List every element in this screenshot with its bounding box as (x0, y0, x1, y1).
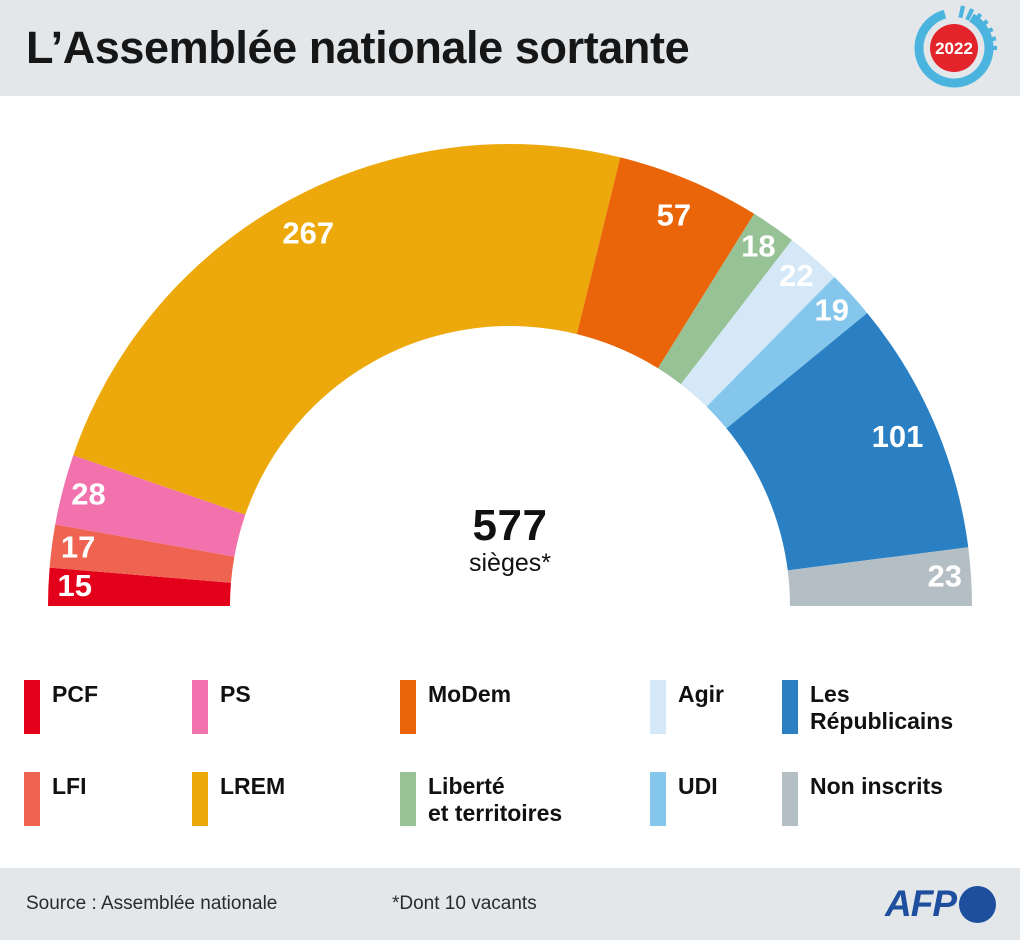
hemicycle-slice[interactable] (726, 312, 969, 571)
legend-swatch (192, 680, 208, 734)
hemicycle-slice[interactable] (49, 524, 235, 583)
legend-swatch (24, 772, 40, 826)
afp-wordmark: AFP (885, 883, 957, 924)
footer-bar: Source : Assemblée nationale *Dont 10 va… (0, 868, 1020, 940)
legend-label: MoDem (428, 681, 512, 707)
hemicycle-slice[interactable] (55, 455, 246, 557)
legend-item[interactable]: MoDem (400, 680, 511, 734)
legend-item[interactable]: Les Républicains (782, 680, 953, 735)
hemicycle-slice-value: 19 (815, 293, 849, 328)
legend-label: LREM (220, 773, 286, 799)
hemicycle-slice[interactable] (657, 213, 793, 385)
hemicycle-slice-value: 17 (61, 530, 95, 565)
hemicycle-slice[interactable] (576, 157, 755, 369)
legend-label: Non inscrits (810, 773, 943, 799)
hemicycle-slice-value: 23 (927, 558, 961, 593)
hemicycle-slice-value: 22 (779, 258, 813, 293)
hemicycle-slice[interactable] (680, 240, 835, 407)
badge-year-label: 2022 (935, 39, 973, 58)
hemicycle-slice-value: 28 (71, 476, 105, 511)
legend-label: LFI (52, 773, 87, 799)
hemicycle-slice[interactable] (48, 567, 231, 606)
hemicycle-slice-value: 101 (872, 419, 924, 454)
hemicycle-slice-value: 15 (58, 568, 92, 603)
legend-item[interactable]: UDI (650, 772, 718, 826)
legend-item[interactable]: Liberté et territoires (400, 772, 562, 827)
legend-item[interactable]: LFI (24, 772, 87, 826)
legend-swatch (782, 680, 798, 734)
legend-label: UDI (678, 773, 718, 799)
hemicycle-slice[interactable] (787, 547, 972, 606)
hemicycle-slice-value: 267 (282, 216, 334, 251)
afp-logo: AFP (885, 883, 996, 925)
legend-label: Les Républicains (810, 681, 954, 735)
legend-swatch (400, 772, 416, 826)
hemicycle-slices (48, 144, 972, 606)
legend-swatch (650, 680, 666, 734)
footnote-text: *Dont 10 vacants (392, 893, 537, 914)
legend-swatch (192, 772, 208, 826)
header-bar: L’Assemblée nationale sortante 2022 (0, 0, 1020, 96)
legend-swatch (650, 772, 666, 826)
source-text: Source : Assemblée nationale (26, 893, 278, 914)
hemicycle-chart: 15 17 28 267 57 18 22 19 101 23 577 sièges* (0, 96, 1020, 656)
page-title: L’Assemblée nationale sortante (26, 22, 690, 73)
legend-item[interactable]: PS (192, 680, 251, 734)
legend-label: Liberté et territoires (428, 773, 563, 827)
badge-disc (930, 24, 978, 72)
year-badge: 2022 (910, 4, 998, 92)
legend-item[interactable]: Non inscrits (782, 772, 943, 826)
legend-item[interactable]: Agir (650, 680, 724, 734)
year-badge-svg: 2022 (914, 5, 997, 88)
hemicycle-slice[interactable] (73, 144, 621, 515)
hemicycle-slice[interactable] (706, 277, 868, 429)
legend-swatch (782, 772, 798, 826)
legend-item[interactable]: PCF (24, 680, 98, 734)
legend-label: PS (220, 681, 251, 707)
hemicycle-slice-value: 18 (741, 228, 775, 263)
legend-swatch (400, 680, 416, 734)
badge-dashes (958, 5, 997, 51)
legend: PCF LFI PS LREM MoDem Liberté et territoires A… (0, 668, 1020, 858)
afp-dot-icon (959, 885, 996, 923)
legend-label: Agir (678, 681, 724, 707)
legend-label: PCF (52, 681, 98, 707)
legend-item[interactable]: LREM (192, 772, 285, 826)
legend-swatch (24, 680, 40, 734)
hemicycle-slice-value: 57 (657, 197, 691, 232)
